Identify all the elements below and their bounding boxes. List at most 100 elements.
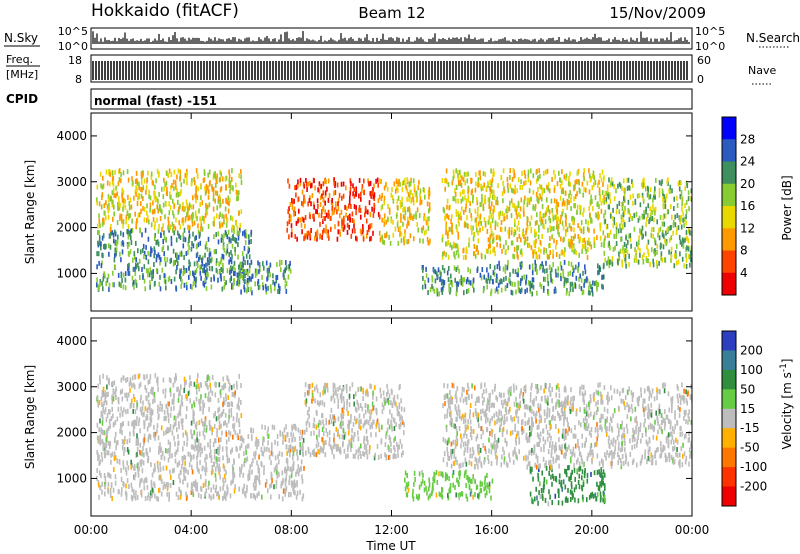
scatter-mark (196, 466, 199, 472)
scatter-mark (501, 191, 504, 197)
scatter-mark (208, 420, 211, 426)
scatter-mark (459, 179, 462, 185)
scatter-mark (163, 251, 165, 257)
scatter-mark (273, 467, 276, 473)
scatter-mark (479, 213, 482, 219)
scatter-mark (218, 467, 220, 473)
scatter-mark (136, 405, 138, 411)
scatter-mark (238, 190, 240, 196)
scatter-mark (181, 401, 184, 407)
scatter-mark (186, 285, 188, 291)
scatter-mark (175, 449, 178, 455)
scatter-mark (222, 242, 225, 247)
scatter-mark (342, 420, 344, 426)
scatter-mark (488, 197, 491, 203)
scatter-mark (533, 242, 536, 248)
scatter-mark (303, 217, 305, 223)
scatter-mark (179, 404, 182, 410)
scatter-mark (548, 215, 550, 221)
scatter-mark (153, 262, 155, 267)
scatter-mark (641, 254, 644, 260)
scatter-mark (504, 264, 507, 270)
scatter-mark (116, 191, 119, 197)
scatter-mark (228, 178, 231, 184)
scatter-mark (489, 206, 492, 212)
scatter-mark (481, 267, 484, 272)
colorbar-frame (721, 116, 737, 296)
scatter-mark (546, 273, 549, 279)
scatter-mark (241, 267, 243, 272)
scatter-mark (458, 180, 460, 185)
scatter-mark (653, 217, 655, 223)
scatter-mark (623, 219, 625, 225)
scatter-mark (294, 211, 296, 216)
scatter-mark (337, 220, 340, 226)
scatter-mark (108, 286, 110, 292)
scatter-mark (425, 220, 428, 226)
scatter-mark (205, 188, 208, 194)
scatter-mark (211, 390, 214, 396)
scatter-mark (609, 245, 611, 251)
scatter-mark (235, 380, 238, 386)
scatter-mark (539, 212, 542, 218)
scatter-mark (131, 176, 133, 182)
scatter-mark (316, 437, 319, 443)
scatter-mark (124, 490, 127, 496)
scatter-mark (297, 471, 300, 477)
scatter-mark (131, 421, 133, 427)
scatter-mark (148, 272, 151, 278)
scatter-mark (118, 177, 121, 183)
scatter-mark (186, 396, 188, 401)
scatter-mark (668, 249, 670, 255)
scatter-mark (137, 440, 139, 446)
scatter-mark (201, 215, 204, 221)
scatter-mark (468, 208, 471, 214)
scatter-mark (112, 396, 115, 402)
scatter-mark (195, 235, 197, 241)
scatter-mark (180, 251, 183, 257)
colorbar-segment (722, 228, 736, 251)
scatter-mark (192, 491, 195, 497)
scatter-mark (147, 215, 149, 221)
scatter-mark (537, 234, 540, 240)
scatter-mark (159, 260, 161, 266)
scatter-mark (516, 214, 518, 220)
scatter-mark (160, 446, 162, 452)
freq-unit: [MHz] (6, 68, 38, 81)
scatter-mark (113, 264, 116, 270)
scatter-mark (610, 180, 612, 186)
scatter-mark (598, 269, 600, 275)
scatter-mark (303, 465, 305, 471)
scatter-mark (175, 420, 177, 426)
scatter-mark (112, 422, 115, 428)
scatter-mark (554, 214, 556, 220)
scatter-mark (301, 445, 303, 451)
scatter-mark (234, 484, 236, 490)
scatter-mark (324, 209, 326, 215)
scatter-mark (107, 481, 110, 487)
scatter-mark (569, 281, 572, 287)
scatter-mark (211, 256, 213, 262)
scatter-mark (597, 270, 599, 276)
scatter-mark (159, 401, 162, 407)
scatter-mark (685, 230, 688, 235)
scatter-mark (261, 274, 263, 280)
scatter-mark (109, 409, 111, 415)
scatter-mark (235, 182, 237, 188)
scatter-mark (561, 180, 563, 186)
scatter-mark (577, 233, 580, 239)
scatter-mark (453, 196, 456, 202)
scatter-mark (104, 211, 106, 216)
scatter-mark (431, 283, 433, 289)
scatter-mark (245, 458, 247, 464)
scatter-mark (202, 255, 204, 261)
scatter-mark (231, 391, 234, 397)
scatter-mark (356, 236, 358, 242)
scatter-mark (643, 210, 645, 216)
scatter-mark (676, 195, 678, 201)
scatter-mark (403, 206, 405, 212)
scatter-mark (668, 237, 671, 243)
scatter-mark (105, 215, 107, 221)
scatter-mark (568, 243, 571, 249)
scatter-mark (384, 233, 386, 239)
